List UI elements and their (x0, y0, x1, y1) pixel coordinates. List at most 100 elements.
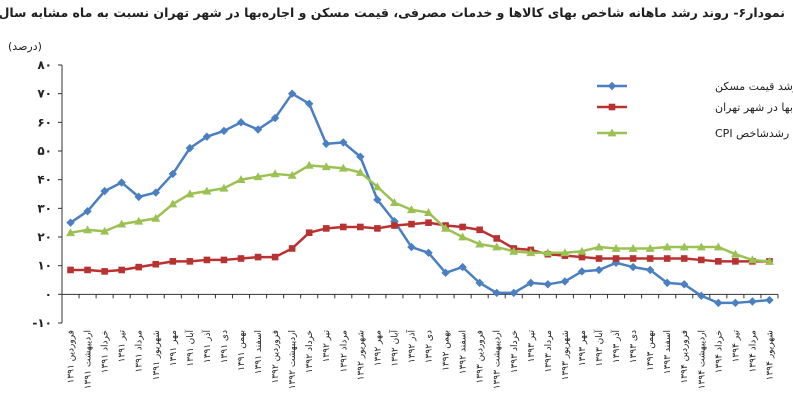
data-point (373, 195, 382, 204)
data-point (764, 256, 774, 265)
data-point (765, 295, 774, 305)
data-point (83, 207, 92, 216)
series-3 (66, 160, 774, 265)
data-point (391, 222, 398, 229)
data-point (372, 182, 382, 191)
data-point (254, 253, 262, 261)
data-point (680, 280, 689, 289)
legend-label: نرخ رشدشاخص CPI (715, 127, 793, 140)
data-point (441, 268, 450, 278)
data-point (611, 243, 621, 252)
x-tick-label: تیر ۱۳۹۴ (731, 330, 741, 363)
data-point (151, 188, 160, 197)
data-point (356, 152, 365, 161)
x-tick-label: مهر ۱۳۹۲ (373, 330, 383, 366)
data-point (628, 243, 638, 252)
data-point (628, 262, 638, 272)
x-tick-label: بهمن ۱۳۹۳ (646, 330, 656, 371)
series-1 (66, 89, 774, 308)
data-point (67, 266, 74, 274)
y-tick-label: ۳۰ (37, 201, 52, 215)
data-point (83, 225, 93, 234)
x-tick-label: اردیبهشت ۱۳۹۳ (493, 330, 503, 389)
x-tick-label: اردیبهشت ۱۳۹۱ (84, 330, 94, 389)
x-tick-label: خرداد ۱۳۹۲ (305, 330, 315, 373)
data-point (339, 223, 347, 231)
x-tick-label: تیر ۱۳۹۲ (322, 330, 332, 363)
data-point (202, 186, 212, 195)
data-point (202, 132, 212, 141)
data-point (458, 262, 467, 272)
data-point (543, 248, 553, 257)
data-point (715, 258, 722, 265)
data-point (237, 255, 245, 262)
x-tick-label: مرداد ۱۳۹۳ (544, 330, 554, 373)
x-tick-label: فروردین ۱۳۹۳ (476, 330, 486, 384)
x-tick-label: دی ۱۳۹۱ (220, 330, 230, 363)
data-point (134, 192, 143, 202)
data-point (406, 205, 416, 214)
x-tick-label: مرداد ۱۳۹۱ (135, 330, 145, 373)
data-point (407, 242, 416, 252)
data-point (509, 288, 518, 298)
data-point (151, 213, 161, 222)
legend-item-2: نرخ رشد اجاره بها در شهر تهران (597, 101, 793, 114)
data-point (152, 260, 160, 268)
series-line (70, 164, 770, 263)
x-tick-label: خرداد ۱۳۹۴ (714, 330, 724, 373)
data-point (236, 118, 246, 127)
data-point (322, 139, 331, 149)
data-point (408, 220, 415, 228)
data-point (322, 225, 330, 232)
x-tick-label: مهر ۱۳۹۳ (578, 330, 588, 366)
data-point (441, 223, 451, 232)
y-tick-label: ۲۰ (37, 230, 52, 244)
data-point (66, 228, 76, 237)
data-point (475, 278, 484, 288)
data-point (134, 216, 144, 225)
data-point (219, 183, 229, 192)
data-point (714, 298, 723, 308)
data-point (203, 256, 211, 264)
x-axis-ticks: فروردین ۱۳۹۱ اردیبهشت ۱۳۹۱ خرداد ۱۳۹۱ تیر ۱… (61, 294, 779, 389)
data-point (594, 265, 604, 275)
x-tick-label: آبان ۱۳۹۲ (388, 330, 400, 367)
x-tick-label: اسفند ۱۳۹۲ (459, 330, 469, 374)
series-line (69, 92, 770, 305)
data-point (84, 266, 91, 274)
x-tick-label: شهریور ۱۳۹۲ (356, 330, 366, 380)
legend-swatch-marker (607, 81, 617, 91)
data-point (253, 125, 263, 134)
x-tick-label: بهمن ۱۳۹۲ (442, 330, 452, 371)
data-point (492, 242, 502, 251)
data-point (66, 218, 75, 227)
data-point (526, 248, 536, 257)
data-point (645, 243, 655, 252)
data-point (731, 298, 740, 308)
data-point (612, 255, 620, 262)
legend-item-1: نرخ رشد قیمت مسکن (597, 80, 793, 93)
data-point (169, 258, 177, 265)
y-tick-label: ۴۰ (37, 173, 52, 187)
data-point (101, 268, 108, 275)
data-point (476, 226, 483, 234)
data-point (186, 258, 194, 265)
x-tick-label: اردیبهشت ۱۳۹۴ (697, 330, 707, 389)
y-tick-label: ۷۰ (37, 87, 52, 101)
data-point (270, 169, 280, 178)
data-point (645, 265, 655, 275)
x-tick-label: فروردین ۱۳۹۴ (680, 330, 690, 384)
data-point (680, 255, 688, 262)
y-tick-label: ۰ (45, 287, 52, 301)
data-point (493, 235, 501, 242)
data-point (662, 242, 672, 251)
y-axis-ticks: -۱۰ ۰ ۱۰ ۲۰ ۳۰ ۴۰ ۵۰ ۶۰ ۷۰ ۸۰ (32, 58, 62, 330)
data-point (578, 253, 586, 261)
data-point (594, 242, 604, 251)
data-point (492, 288, 501, 298)
data-point (629, 255, 637, 262)
data-point (543, 280, 553, 289)
data-point (646, 255, 654, 262)
x-tick-label: اسفند ۱۳۹۳ (663, 330, 673, 374)
